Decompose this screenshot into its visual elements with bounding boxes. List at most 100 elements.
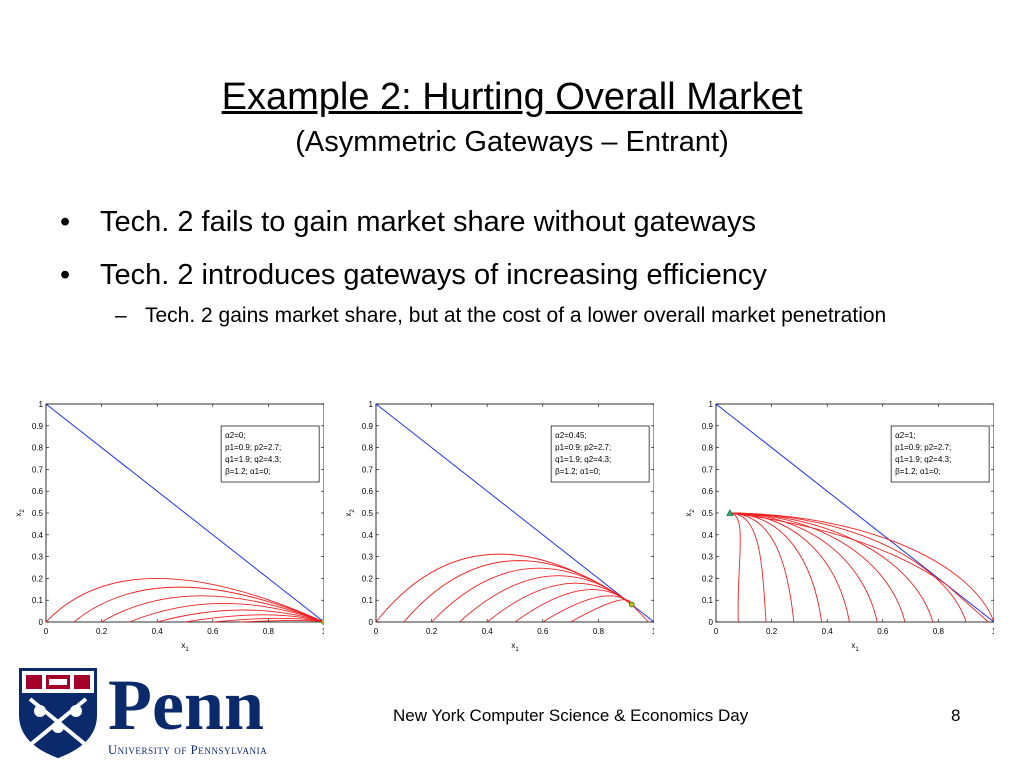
y-tick-label: 0.2 (32, 574, 44, 583)
y-tick-label: 0 (709, 618, 714, 627)
trajectory-line (45, 577, 324, 623)
slide-subtitle: (Asymmetric Gateways – Entrant) (295, 126, 729, 158)
y-tick-label: 0.6 (702, 487, 714, 496)
x-tick-label: 0.2 (766, 627, 778, 636)
y-tick-label: 0.8 (702, 444, 714, 453)
footer-text: New York Computer Science & Economics Da… (393, 706, 749, 725)
trajectory-line (729, 512, 850, 623)
equilibrium-marker (321, 619, 324, 625)
trajectory-line (729, 512, 989, 623)
bullet-item: • Tech. 2 introduces gateways of increas… (60, 257, 960, 293)
x-axis-label: x1 (181, 641, 189, 653)
sub-bullet-item: – Tech. 2 gains market share, but at the… (60, 300, 925, 332)
legend-text: β=1.2; α1=0; (895, 467, 940, 476)
x-tick-label: 0.8 (263, 627, 275, 636)
x-tick-label: 0.4 (152, 627, 164, 636)
trajectory-line (729, 512, 878, 623)
svg-text:Penn: Penn (108, 665, 264, 745)
boundary-line (375, 403, 654, 623)
x-tick-label: 0.4 (482, 627, 494, 636)
phase-plot-2: 0 0.1 0.2 0.3 0.4 0.5 0.6 0.7 0.8 0.9 1 0 0.2 0.4 0.6 0… (342, 392, 654, 654)
x-axis-label: x1 (851, 641, 859, 653)
equilibrium-marker (628, 601, 635, 608)
y-tick-label: 0.7 (362, 465, 374, 474)
legend-text: q1=1.9; q2=4.3; (895, 455, 951, 464)
x-tick-label: 0 (374, 627, 379, 636)
bullet-text: Tech. 2 fails to gain market share witho… (100, 206, 757, 238)
legend-box (550, 425, 650, 483)
y-tick-label: 0.1 (702, 596, 714, 605)
legend-box (890, 425, 990, 483)
trajectory-line (729, 512, 741, 623)
trajectory-line (184, 614, 324, 623)
boundary-line (45, 403, 324, 623)
y-tick-label: 0.3 (362, 553, 374, 562)
y-axis-label: x2 (344, 509, 356, 517)
penn-shield-icon (19, 668, 97, 759)
x-tick-label: 0.2 (426, 627, 438, 636)
x-tick-label: 0.6 (877, 627, 889, 636)
y-tick-label: 0.5 (32, 509, 44, 518)
y-tick-label: 0.2 (362, 574, 374, 583)
bullet-text: Tech. 2 introduces gateways of increasin… (100, 259, 767, 291)
y-tick-label: 0.8 (362, 444, 374, 453)
bullet-mark: • (60, 206, 71, 238)
trajectory-line (729, 512, 767, 623)
bullet-list: • Tech. 2 fails to gain market share wit… (60, 204, 960, 332)
y-tick-label: 0.9 (362, 422, 374, 431)
equilibrium-marker (726, 509, 734, 516)
y-tick-label: 0 (39, 618, 44, 627)
y-tick-label: 0.5 (702, 509, 714, 518)
bullet-item: • Tech. 2 fails to gain market share wit… (60, 204, 960, 240)
trajectory-line (729, 512, 994, 623)
y-tick-label: 0.4 (362, 531, 374, 540)
y-tick-label: 0.3 (702, 553, 714, 562)
x-tick-label: 0.6 (537, 627, 549, 636)
legend-text: p1=0.9; p2=2.7; (225, 443, 281, 452)
penn-logo: Penn University of Pennsylvania (16, 665, 311, 761)
trajectory-line (157, 609, 324, 623)
trajectory-line (729, 512, 906, 623)
y-tick-label: 0.9 (702, 422, 714, 431)
trajectory-line (73, 586, 324, 623)
x-tick-label: 0.8 (593, 627, 605, 636)
phase-plot-3: 0 0.1 0.2 0.3 0.4 0.5 0.6 0.7 0.8 0.9 1 0 0.2 0.4 0.6 0… (682, 392, 994, 654)
dash-mark: – (115, 304, 127, 327)
phase-plot-1: 0 0.1 0.2 0.3 0.4 0.5 0.6 0.7 0.8 0.9 1 0 0.2 0.4 0.6 0… (12, 392, 324, 654)
x-tick-label: 0 (44, 627, 49, 636)
trajectory-line (631, 604, 649, 623)
legend-text: q1=1.9; q2=4.3; (555, 455, 611, 464)
x-tick-label: 0 (714, 627, 719, 636)
x-tick-label: 0.8 (933, 627, 945, 636)
y-tick-label: 0.4 (32, 531, 44, 540)
trajectory-line (240, 620, 324, 623)
x-axis-label: x1 (511, 641, 519, 653)
legend-text: α2=0; (225, 431, 245, 440)
legend-box (220, 425, 320, 483)
slide-title: Example 2: Hurting Overall Market (221, 76, 803, 118)
x-tick-label: 1 (992, 627, 994, 636)
x-tick-label: 0.2 (96, 627, 108, 636)
x-tick-label: 0.4 (822, 627, 834, 636)
trajectory-line (729, 512, 967, 623)
y-tick-label: 0.7 (702, 465, 714, 474)
bullet-mark: • (60, 259, 71, 291)
y-tick-label: 1 (709, 400, 714, 409)
sub-bullet-text: Tech. 2 gains market share, but at the c… (145, 304, 887, 327)
legend-text: q1=1.9; q2=4.3; (225, 455, 281, 464)
svg-text:University of Pennsylvania: University of Pennsylvania (108, 743, 267, 757)
y-tick-label: 0.6 (362, 487, 374, 496)
y-tick-label: 0.3 (32, 553, 44, 562)
y-tick-label: 0.8 (32, 444, 44, 453)
legend-text: β=1.2; α1=0; (555, 467, 600, 476)
y-tick-label: 0 (369, 618, 374, 627)
y-tick-label: 0.4 (702, 531, 714, 540)
y-tick-label: 0.1 (32, 596, 44, 605)
y-axis-label: x2 (14, 509, 26, 517)
y-tick-label: 0.5 (362, 509, 374, 518)
trajectory-line (729, 512, 795, 623)
y-axis-label: x2 (684, 509, 696, 517)
trajectory-line (459, 575, 633, 623)
trajectory-line (729, 512, 934, 623)
trajectory-line (101, 595, 324, 623)
